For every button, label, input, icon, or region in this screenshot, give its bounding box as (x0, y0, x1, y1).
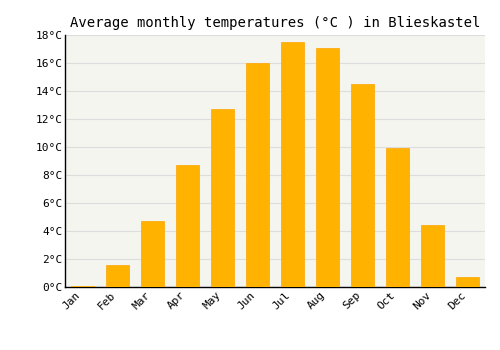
Bar (456, 277, 479, 287)
Bar (351, 84, 374, 287)
Bar (386, 148, 409, 287)
Title: Average monthly temperatures (°C ) in Blieskastel: Average monthly temperatures (°C ) in Bl… (70, 16, 480, 30)
Bar (106, 265, 129, 287)
Bar (421, 225, 444, 287)
Bar (246, 63, 269, 287)
Bar (71, 286, 94, 287)
Bar (281, 42, 304, 287)
Bar (211, 109, 234, 287)
Bar (316, 48, 339, 287)
Bar (141, 221, 164, 287)
Bar (176, 165, 199, 287)
